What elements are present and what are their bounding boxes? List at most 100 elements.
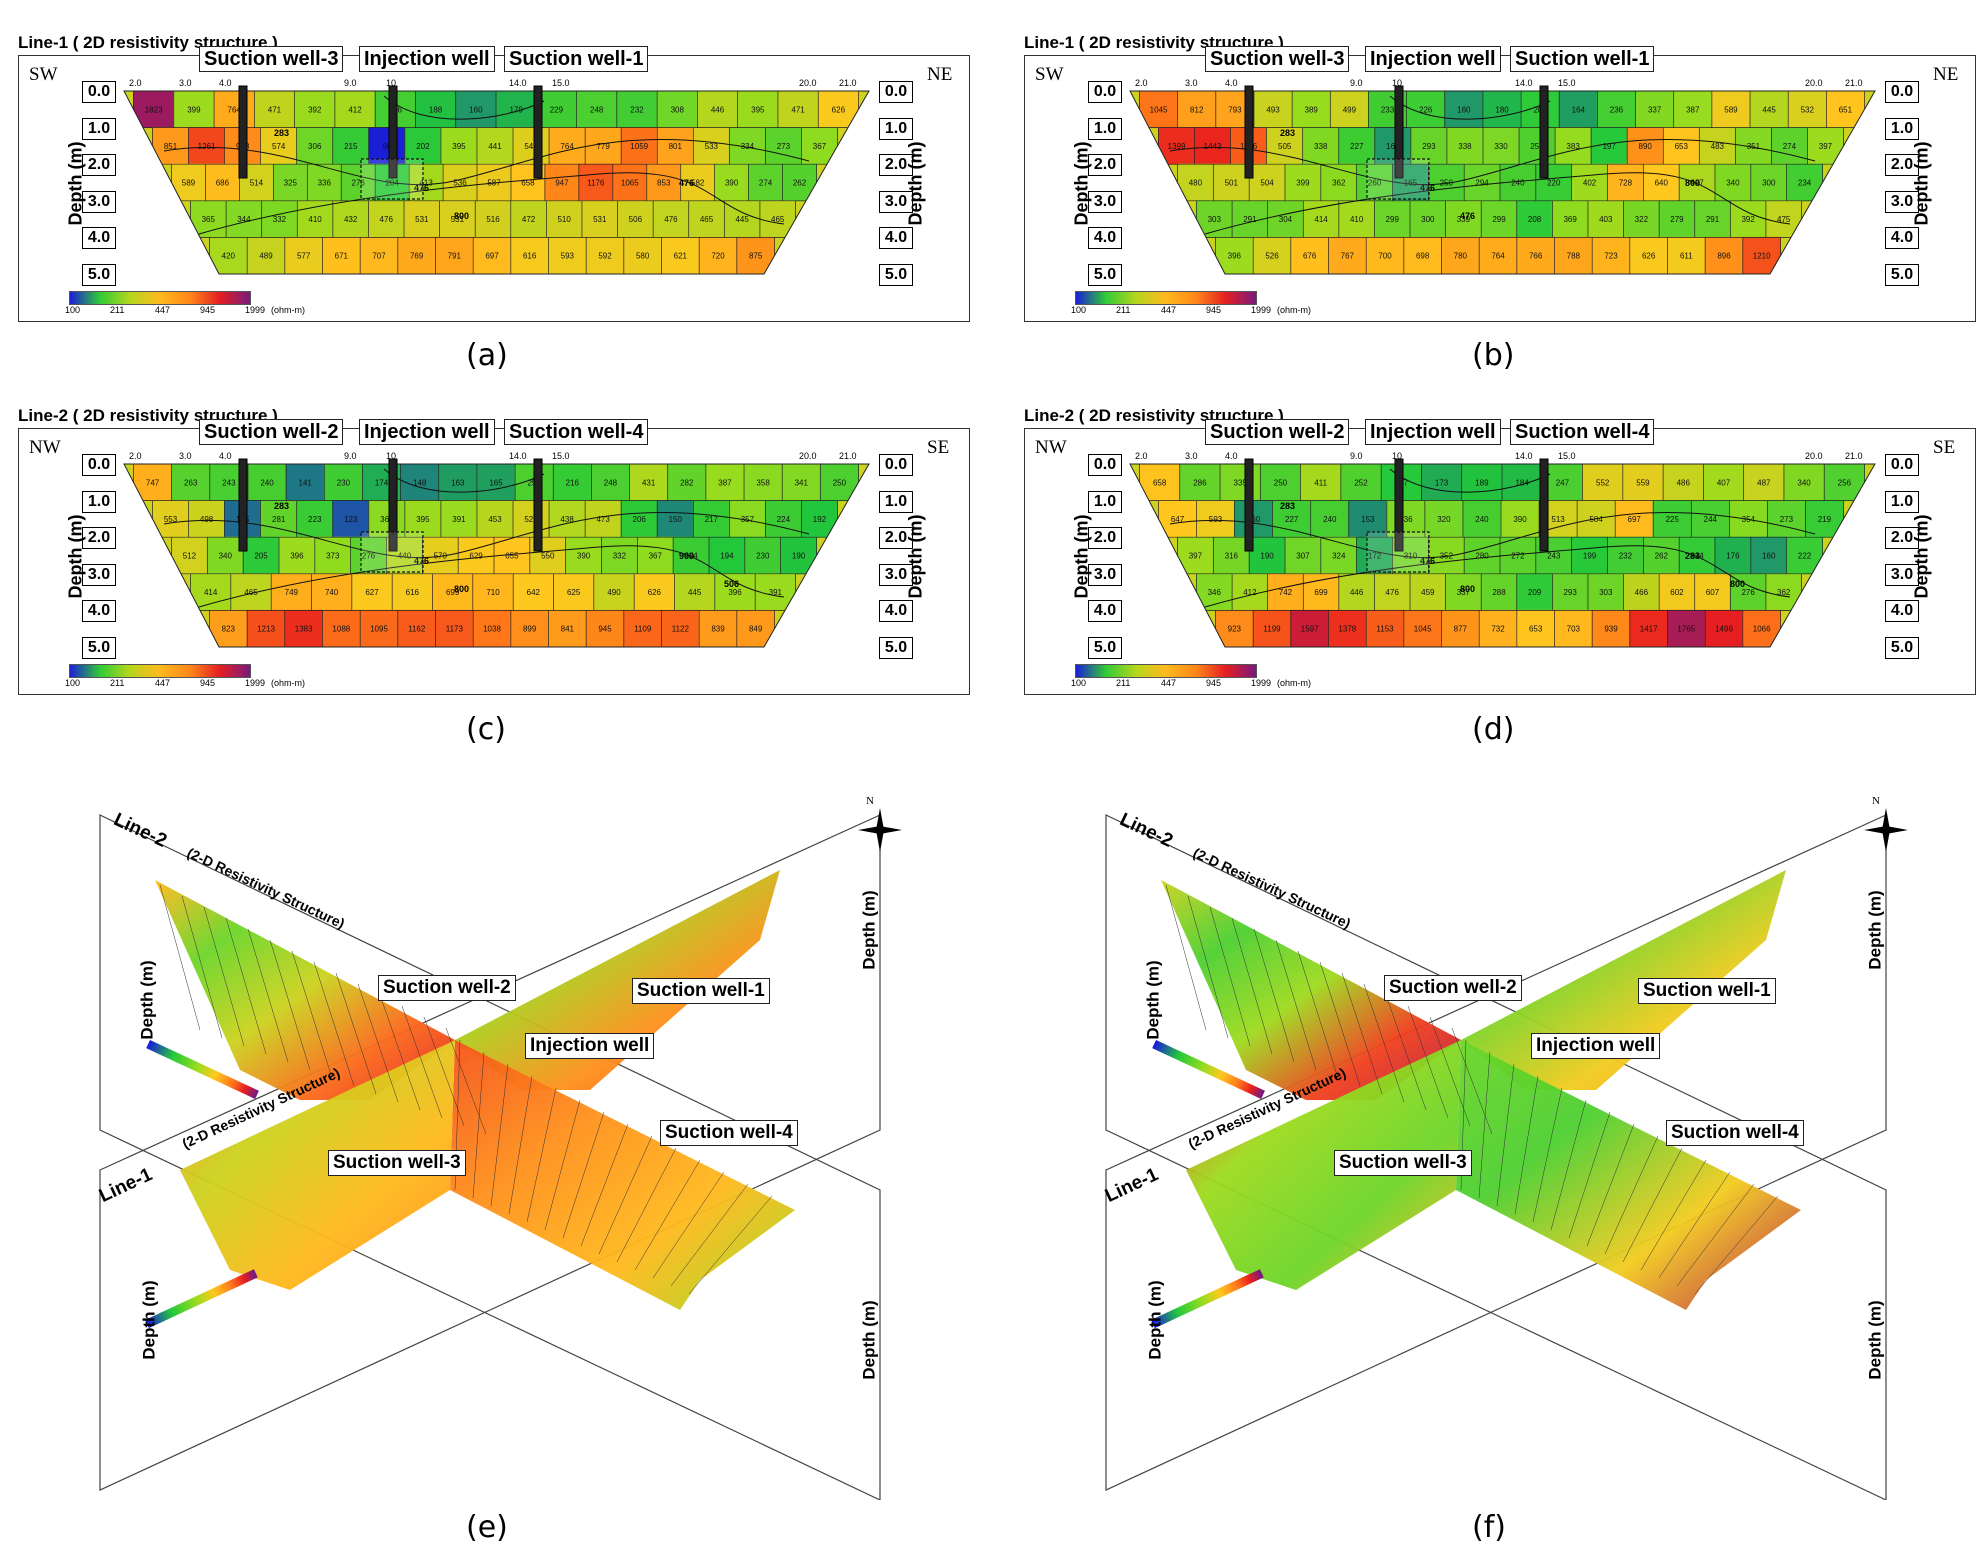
cell-value: 553 bbox=[164, 515, 178, 524]
cell-value: 642 bbox=[527, 588, 541, 597]
cell-value: 616 bbox=[406, 588, 420, 597]
well-label: Suction well-2 bbox=[199, 419, 344, 445]
resistivity-cell bbox=[173, 91, 215, 129]
resistivity-cell bbox=[1551, 573, 1589, 611]
cell-value: 476 bbox=[1386, 588, 1400, 597]
resistivity-cell bbox=[1766, 500, 1806, 538]
cell-value: 504 bbox=[1589, 515, 1603, 524]
cell-value: 260 bbox=[1368, 179, 1382, 188]
cell-value: 303 bbox=[1208, 215, 1222, 224]
cell-value: 616 bbox=[523, 252, 537, 261]
colorbar-tick: 447 bbox=[1161, 305, 1177, 315]
resistivity-cell bbox=[272, 163, 308, 202]
cell-value: 280 bbox=[1475, 552, 1489, 561]
cell-value: 163 bbox=[451, 478, 465, 487]
cell-value: 1399 bbox=[1168, 142, 1186, 151]
cell-value: 208 bbox=[1528, 215, 1542, 224]
resistivity-cell bbox=[359, 609, 399, 647]
cell-value: 330 bbox=[1494, 142, 1508, 151]
depth-tick-left: 2.0 bbox=[1088, 154, 1122, 177]
section-line2-west bbox=[155, 880, 455, 1100]
colorbar-unit: (ohm-m) bbox=[271, 678, 305, 688]
resistivity-cell bbox=[391, 573, 433, 611]
well-casing bbox=[1539, 85, 1549, 179]
cell-value: 1045 bbox=[1150, 105, 1168, 114]
y-axis-title-right: Depth (m) bbox=[905, 514, 926, 598]
cell-value: 533 bbox=[705, 142, 719, 151]
depth-tick-left: 1.0 bbox=[1088, 490, 1122, 513]
resistivity-cell bbox=[1698, 127, 1736, 165]
cell-value: 1088 bbox=[332, 625, 350, 634]
resistivity-cell bbox=[294, 91, 336, 129]
cell-value: 188 bbox=[429, 105, 443, 114]
cell-value: 1210 bbox=[1753, 252, 1771, 261]
x-tick-label: 21.0 bbox=[1845, 78, 1863, 88]
resistivity-cell bbox=[1409, 200, 1447, 238]
resistivity-cell bbox=[1516, 609, 1555, 647]
cell-value: 465 bbox=[244, 588, 258, 597]
colorbar-tick: 945 bbox=[200, 305, 216, 315]
x-tick-label: 14.0 bbox=[509, 78, 527, 88]
resistivity-cell bbox=[1558, 91, 1598, 129]
resistivity-cell bbox=[1427, 163, 1465, 202]
cell-value: 441 bbox=[488, 142, 502, 151]
cell-value: 877 bbox=[1454, 625, 1468, 634]
section-svg: 1823399764471392412236188160179229248232… bbox=[123, 85, 870, 275]
x-tick-label: 3.0 bbox=[1185, 78, 1198, 88]
resistivity-cell bbox=[1541, 464, 1584, 502]
cell-value: 340 bbox=[1797, 478, 1811, 487]
cell-value: 1038 bbox=[483, 625, 501, 634]
cell-value: 589 bbox=[182, 179, 196, 188]
colorbar-3d-upper bbox=[146, 1040, 259, 1099]
x-tick-label: 3.0 bbox=[1185, 451, 1198, 461]
depth-tick-left: 4.0 bbox=[1088, 600, 1122, 623]
resistivity-cell bbox=[1259, 464, 1302, 502]
resistivity-cell bbox=[1480, 573, 1518, 611]
resistivity-cell bbox=[1702, 464, 1745, 502]
cell-value: 256 bbox=[1838, 478, 1852, 487]
cell-value: 651 bbox=[1839, 105, 1853, 114]
resistivity-cell bbox=[1667, 236, 1706, 274]
resistivity-cell bbox=[1626, 127, 1664, 165]
y-axis-title-right: Depth (m) bbox=[1911, 514, 1932, 598]
cell-value: 334 bbox=[741, 142, 755, 151]
resistivity-cell bbox=[585, 609, 625, 647]
resistivity-cell bbox=[1320, 163, 1358, 202]
cell-value: 180 bbox=[1495, 105, 1509, 114]
depth-tick-right: 3.0 bbox=[1885, 563, 1919, 586]
cell-value: 340 bbox=[1726, 179, 1740, 188]
cell-value: 480 bbox=[1189, 179, 1203, 188]
resistivity-cell bbox=[1783, 464, 1825, 502]
depth-tick-right: 1.0 bbox=[879, 490, 913, 513]
depth-tick-left: 1.0 bbox=[82, 490, 116, 513]
resistivity-cell bbox=[296, 127, 334, 165]
cell-value: 445 bbox=[688, 588, 702, 597]
cell-value: 199 bbox=[1583, 552, 1597, 561]
cell-value: 341 bbox=[795, 478, 809, 487]
well-casing bbox=[388, 458, 398, 552]
resistivity-cell bbox=[723, 200, 761, 238]
resistivity-cell bbox=[435, 236, 474, 274]
resistivity-cell bbox=[1441, 609, 1480, 647]
direction-right: SE bbox=[1933, 437, 1956, 458]
cell-value: 1176 bbox=[587, 179, 605, 188]
resistivity-cell bbox=[705, 464, 745, 502]
resistivity-cell bbox=[1658, 200, 1696, 238]
resistivity-cell bbox=[544, 163, 580, 202]
cell-value: 947 bbox=[555, 179, 569, 188]
colorbar-tick: 211 bbox=[110, 678, 125, 688]
resistivity-cell bbox=[1291, 91, 1331, 129]
resistivity-cell bbox=[1623, 573, 1660, 611]
y-axis-title-left: Depth (m) bbox=[65, 514, 86, 598]
contour-label: 283 bbox=[274, 128, 289, 138]
depth-tick-right: 0.0 bbox=[879, 81, 913, 103]
well-label-3d: Suction well-4 bbox=[1666, 1120, 1804, 1146]
resistivity-cell bbox=[1356, 163, 1393, 202]
cell-value: 764 bbox=[228, 105, 242, 114]
cell-value: 875 bbox=[749, 252, 763, 261]
x-tick-label: 3.0 bbox=[179, 78, 192, 88]
resistivity-cell bbox=[1445, 200, 1482, 238]
resistivity-cell bbox=[1463, 536, 1501, 575]
cell-value: 686 bbox=[216, 179, 230, 188]
resistivity-cell bbox=[1403, 609, 1442, 647]
